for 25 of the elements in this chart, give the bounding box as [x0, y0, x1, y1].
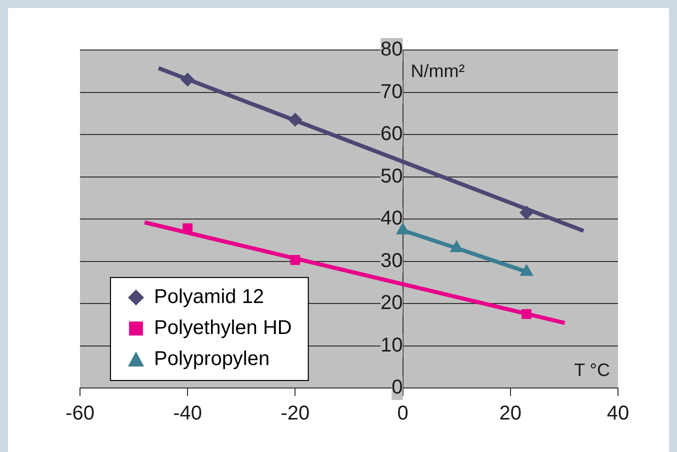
- y-tick-label: 0: [392, 376, 403, 399]
- legend-label: Polyethylen HD: [154, 317, 292, 340]
- y-axis-title: N/mm²: [410, 60, 465, 81]
- x-axis-title: T °C: [574, 360, 610, 380]
- y-tick-label: 40: [380, 208, 403, 230]
- y-tick-label: 10: [380, 334, 403, 356]
- point: [520, 206, 534, 220]
- y-tick-label: 70: [380, 80, 403, 103]
- x-tick-label: -20: [280, 402, 310, 425]
- point: [182, 223, 193, 234]
- x-tick-label: 20: [499, 402, 522, 425]
- point: [180, 72, 195, 87]
- x-tick-label: 40: [606, 402, 630, 425]
- y-tick-label: 30: [380, 250, 403, 272]
- legend-label: Polypropylen: [154, 348, 270, 370]
- y-tick-label: 80: [380, 38, 403, 61]
- x-tick-label: -60: [66, 402, 94, 425]
- x-tick-label: -40: [173, 402, 202, 425]
- y-tick-label: 20: [380, 292, 403, 314]
- point: [290, 255, 300, 265]
- y-tick-label: 60: [380, 123, 403, 146]
- legend-label: Polyamid 12: [154, 286, 264, 308]
- y-tick-label: 50: [380, 165, 403, 188]
- point: [288, 112, 302, 127]
- point: [522, 309, 532, 320]
